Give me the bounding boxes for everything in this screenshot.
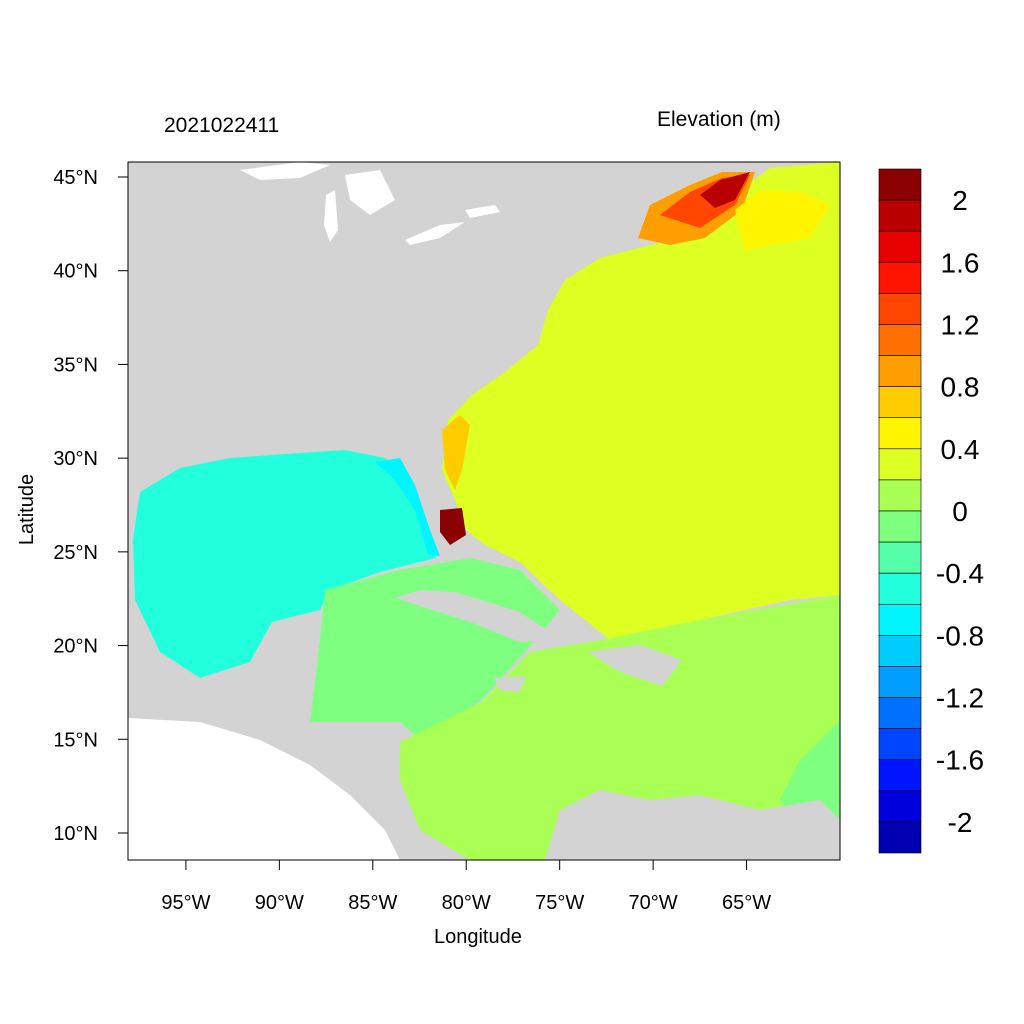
x-axis-label: Longitude xyxy=(434,926,522,948)
colorbar-label: -2 xyxy=(948,807,973,838)
colorbar-swatch xyxy=(878,510,922,543)
lake-erie xyxy=(405,222,465,245)
x-tick-label: 75°W xyxy=(535,892,584,914)
colorbar-swatch xyxy=(878,603,922,636)
colorbar-swatch xyxy=(878,386,922,419)
colorbar-swatch xyxy=(878,572,922,605)
x-tick-label: 70°W xyxy=(629,892,678,914)
colorbar-swatch xyxy=(878,759,922,792)
date-title: 2021022411 xyxy=(164,114,280,137)
colorbar-label: 0 xyxy=(952,496,968,527)
gulf-of-maine-peak xyxy=(700,172,750,208)
colorbar-swatch xyxy=(878,417,922,450)
x-tick-label: 65°W xyxy=(722,892,771,914)
y-tick-label: 35°N xyxy=(53,354,98,376)
colorbar-swatch xyxy=(878,199,922,232)
x-tick-label: 85°W xyxy=(348,892,397,914)
colorbar-swatch xyxy=(878,666,922,698)
west-florida-shelf xyxy=(375,458,440,556)
caribbean-sea xyxy=(310,558,560,740)
y-tick-label: 20°N xyxy=(53,636,98,658)
y-tick-label: 25°N xyxy=(53,542,98,564)
colorbar-swatch xyxy=(878,728,922,761)
y-tick-label: 30°N xyxy=(53,448,98,470)
southern-caribbean xyxy=(400,595,840,860)
colorbar-label: 2 xyxy=(952,185,968,216)
cuba xyxy=(395,590,562,642)
x-ticks: 95°W 90°W 85°W 80°W 75°W 70°W 65°W xyxy=(161,860,771,914)
nova-scotia-shelf xyxy=(735,190,830,250)
colorbar-swatch xyxy=(878,541,922,574)
y-tick-label: 40°N xyxy=(53,261,98,283)
hispaniola xyxy=(588,645,682,686)
lake-michigan xyxy=(324,190,338,242)
plot-frame xyxy=(127,161,841,861)
colorbar-swatch xyxy=(878,293,922,325)
colorbar-swatch xyxy=(878,168,922,201)
colorbar-label: 1.2 xyxy=(941,309,980,340)
south-america xyxy=(545,790,840,860)
colorbar-swatch xyxy=(878,355,922,387)
x-tick-label: 90°W xyxy=(255,892,304,914)
atlantic-ocean xyxy=(442,162,840,640)
colorbar-swatch xyxy=(878,697,922,729)
lake-huron xyxy=(345,170,395,215)
y-tick-label: 45°N xyxy=(53,167,98,189)
map-area xyxy=(128,162,840,860)
colorbar-swatch xyxy=(878,261,922,294)
lake-superior xyxy=(240,162,330,180)
florida-surge xyxy=(440,508,466,545)
southeast-shelf xyxy=(442,415,470,490)
colorbar-label: -1.2 xyxy=(936,683,984,714)
colorbar-swatch xyxy=(878,230,922,263)
colorbar-label: -0.8 xyxy=(936,620,984,651)
colorbar: 2 1.6 1.2 0.8 0.4 0 -0.4 -0.8 -1.2 -1.6 -2 xyxy=(878,168,984,854)
pacific-ocean xyxy=(128,718,400,860)
colorbar-swatch xyxy=(878,448,922,481)
y-ticks: 45°N 40°N 35°N 30°N 25°N 20°N 15°N 10°N xyxy=(53,167,128,845)
colorbar-swatch xyxy=(878,479,922,512)
colorbar-label: 1.6 xyxy=(941,247,980,278)
y-tick-label: 10°N xyxy=(53,823,98,845)
x-tick-label: 80°W xyxy=(442,892,491,914)
variable-title: Elevation (m) xyxy=(657,108,781,131)
colorbar-label: 0.4 xyxy=(941,434,980,465)
x-tick-label: 95°W xyxy=(161,892,210,914)
colorbar-swatch xyxy=(878,324,922,356)
colorbar-swatch xyxy=(878,821,922,854)
gulf-of-mexico xyxy=(133,450,436,678)
colorbar-swatch xyxy=(878,635,922,667)
colorbar-label: -1.6 xyxy=(936,745,984,776)
colorbar-swatch xyxy=(878,790,922,823)
lake-ontario xyxy=(465,205,500,218)
jamaica xyxy=(494,676,526,692)
colorbar-label: -0.4 xyxy=(936,558,984,589)
y-tick-label: 15°N xyxy=(53,729,98,751)
colorbar-label: 0.8 xyxy=(941,372,980,403)
